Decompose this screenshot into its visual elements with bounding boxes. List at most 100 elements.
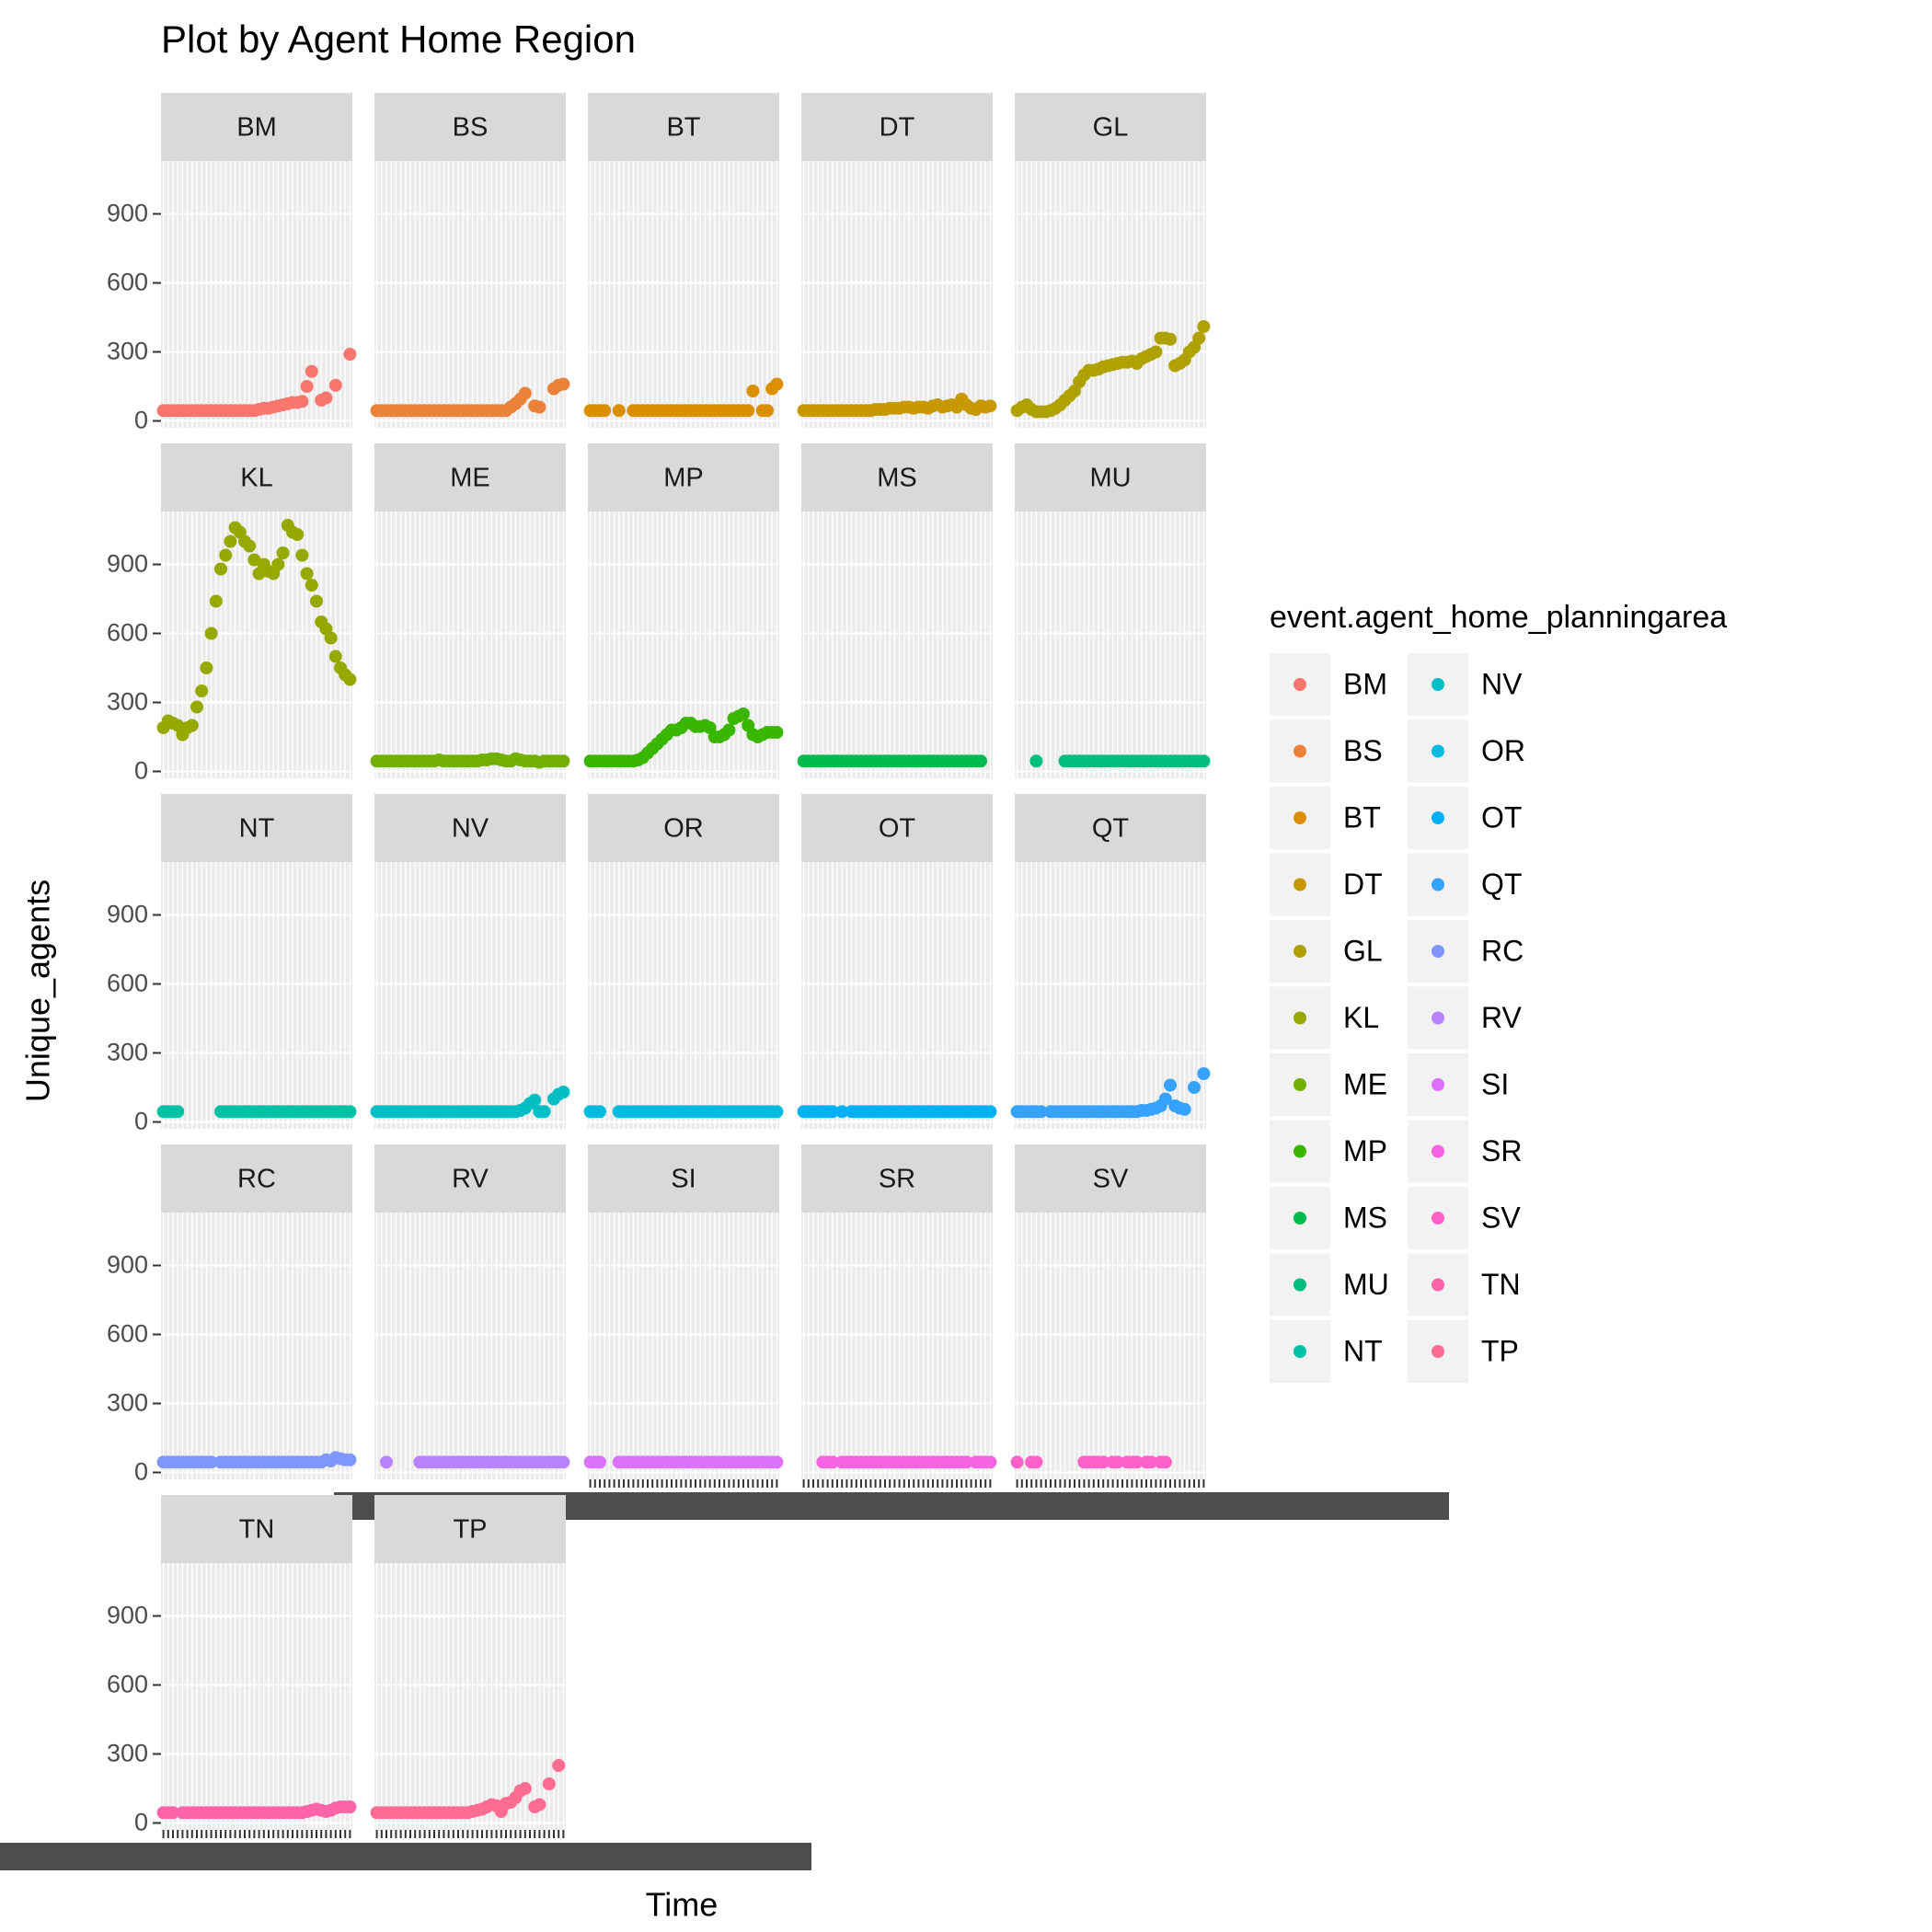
- legend-marker: [1294, 1212, 1306, 1225]
- point: [209, 594, 223, 608]
- chart-title: Plot by Agent Home Region: [161, 17, 636, 61]
- panel-background: [1015, 161, 1206, 428]
- point: [271, 558, 285, 571]
- y-tick-label: 900: [107, 1602, 148, 1629]
- facet-strip: [374, 794, 566, 862]
- point: [167, 1806, 179, 1820]
- facet-strip: [374, 1144, 566, 1213]
- point: [1197, 320, 1211, 333]
- point: [598, 404, 612, 418]
- point: [190, 700, 203, 714]
- facet-label: SR: [879, 1165, 915, 1194]
- point: [835, 1105, 849, 1119]
- panel-background: [161, 862, 352, 1129]
- point: [328, 650, 342, 663]
- point: [1097, 1455, 1110, 1469]
- facet-label: TN: [239, 1515, 275, 1545]
- facet-strip: [801, 1144, 993, 1213]
- facet-label: OT: [879, 814, 916, 844]
- legend-label: BT: [1343, 800, 1381, 834]
- facet-strip: [801, 93, 993, 161]
- y-tick-label: 0: [134, 407, 148, 434]
- facet-strip: [1015, 93, 1206, 161]
- point: [200, 661, 213, 674]
- facet-strip: [588, 794, 779, 862]
- y-tick-label: 900: [107, 901, 148, 928]
- point: [328, 378, 342, 392]
- facet-strip: [1015, 443, 1206, 512]
- facet-label: MP: [663, 464, 704, 493]
- point: [380, 1455, 393, 1469]
- point: [983, 1105, 997, 1119]
- y-tick-label: 600: [107, 1671, 148, 1698]
- facet-label: MU: [1089, 464, 1131, 493]
- point: [761, 404, 774, 418]
- legend-marker: [1294, 1278, 1306, 1292]
- panel-background: [801, 862, 993, 1129]
- y-tick-label: 300: [107, 338, 148, 365]
- y-tick-label: 300: [107, 1389, 148, 1417]
- legend-marker: [1294, 811, 1306, 824]
- point: [343, 348, 357, 361]
- legend-label: GL: [1343, 934, 1383, 967]
- panel-background: [374, 862, 566, 1129]
- facet-label: OR: [663, 814, 704, 844]
- facet-strip: [588, 443, 779, 512]
- point: [300, 567, 314, 581]
- legend-marker: [1432, 1345, 1444, 1358]
- point: [557, 754, 570, 768]
- y-tick-label: 900: [107, 1251, 148, 1279]
- facet-label: SV: [1093, 1165, 1129, 1194]
- point: [343, 1800, 357, 1813]
- point: [593, 1455, 606, 1469]
- point: [960, 1455, 973, 1469]
- point: [542, 1777, 556, 1790]
- legend-marker: [1432, 1144, 1444, 1158]
- facet-label: RC: [237, 1165, 276, 1194]
- panel-background: [588, 1213, 779, 1479]
- legend-label: TP: [1481, 1334, 1519, 1367]
- point: [1164, 1078, 1177, 1092]
- legend-label: DT: [1343, 868, 1383, 901]
- y-tick-label: 600: [107, 619, 148, 647]
- point: [825, 1455, 839, 1469]
- x-axis-title: Time: [646, 1886, 719, 1924]
- point: [185, 719, 199, 732]
- panel-background: [374, 1563, 566, 1830]
- point: [737, 707, 750, 720]
- panel-background: [374, 1213, 566, 1479]
- legend-marker: [1432, 1011, 1444, 1025]
- point: [974, 754, 987, 768]
- facet-strip: [161, 443, 352, 512]
- legend-label: KL: [1343, 1001, 1379, 1034]
- point: [518, 1782, 532, 1795]
- y-tick-label: 900: [107, 200, 148, 227]
- panel-background: [161, 161, 352, 428]
- facet-label: QT: [1092, 814, 1130, 844]
- x-tick-label-overlap: [0, 1843, 811, 1870]
- facet-label: TP: [453, 1515, 487, 1545]
- point: [291, 528, 305, 541]
- point: [343, 1105, 357, 1119]
- panel-background: [588, 862, 779, 1129]
- point: [300, 380, 314, 393]
- panel-background: [161, 512, 352, 778]
- facet-strip: [374, 1495, 566, 1563]
- facet-label: ME: [450, 464, 490, 493]
- point: [1197, 1067, 1211, 1080]
- point: [770, 726, 784, 739]
- y-tick-label: 600: [107, 269, 148, 296]
- point: [518, 386, 532, 400]
- point: [343, 1453, 357, 1466]
- facet-label: MS: [877, 464, 917, 493]
- point: [1010, 1455, 1024, 1469]
- legend-marker: [1294, 878, 1306, 891]
- facet-label: DT: [880, 113, 915, 143]
- facet-strip: [374, 443, 566, 512]
- point: [171, 1105, 185, 1119]
- panel-background: [801, 512, 993, 778]
- legend-marker: [1294, 945, 1306, 958]
- panel-background: [588, 161, 779, 428]
- point: [825, 1105, 839, 1119]
- legend-label: SI: [1481, 1067, 1509, 1100]
